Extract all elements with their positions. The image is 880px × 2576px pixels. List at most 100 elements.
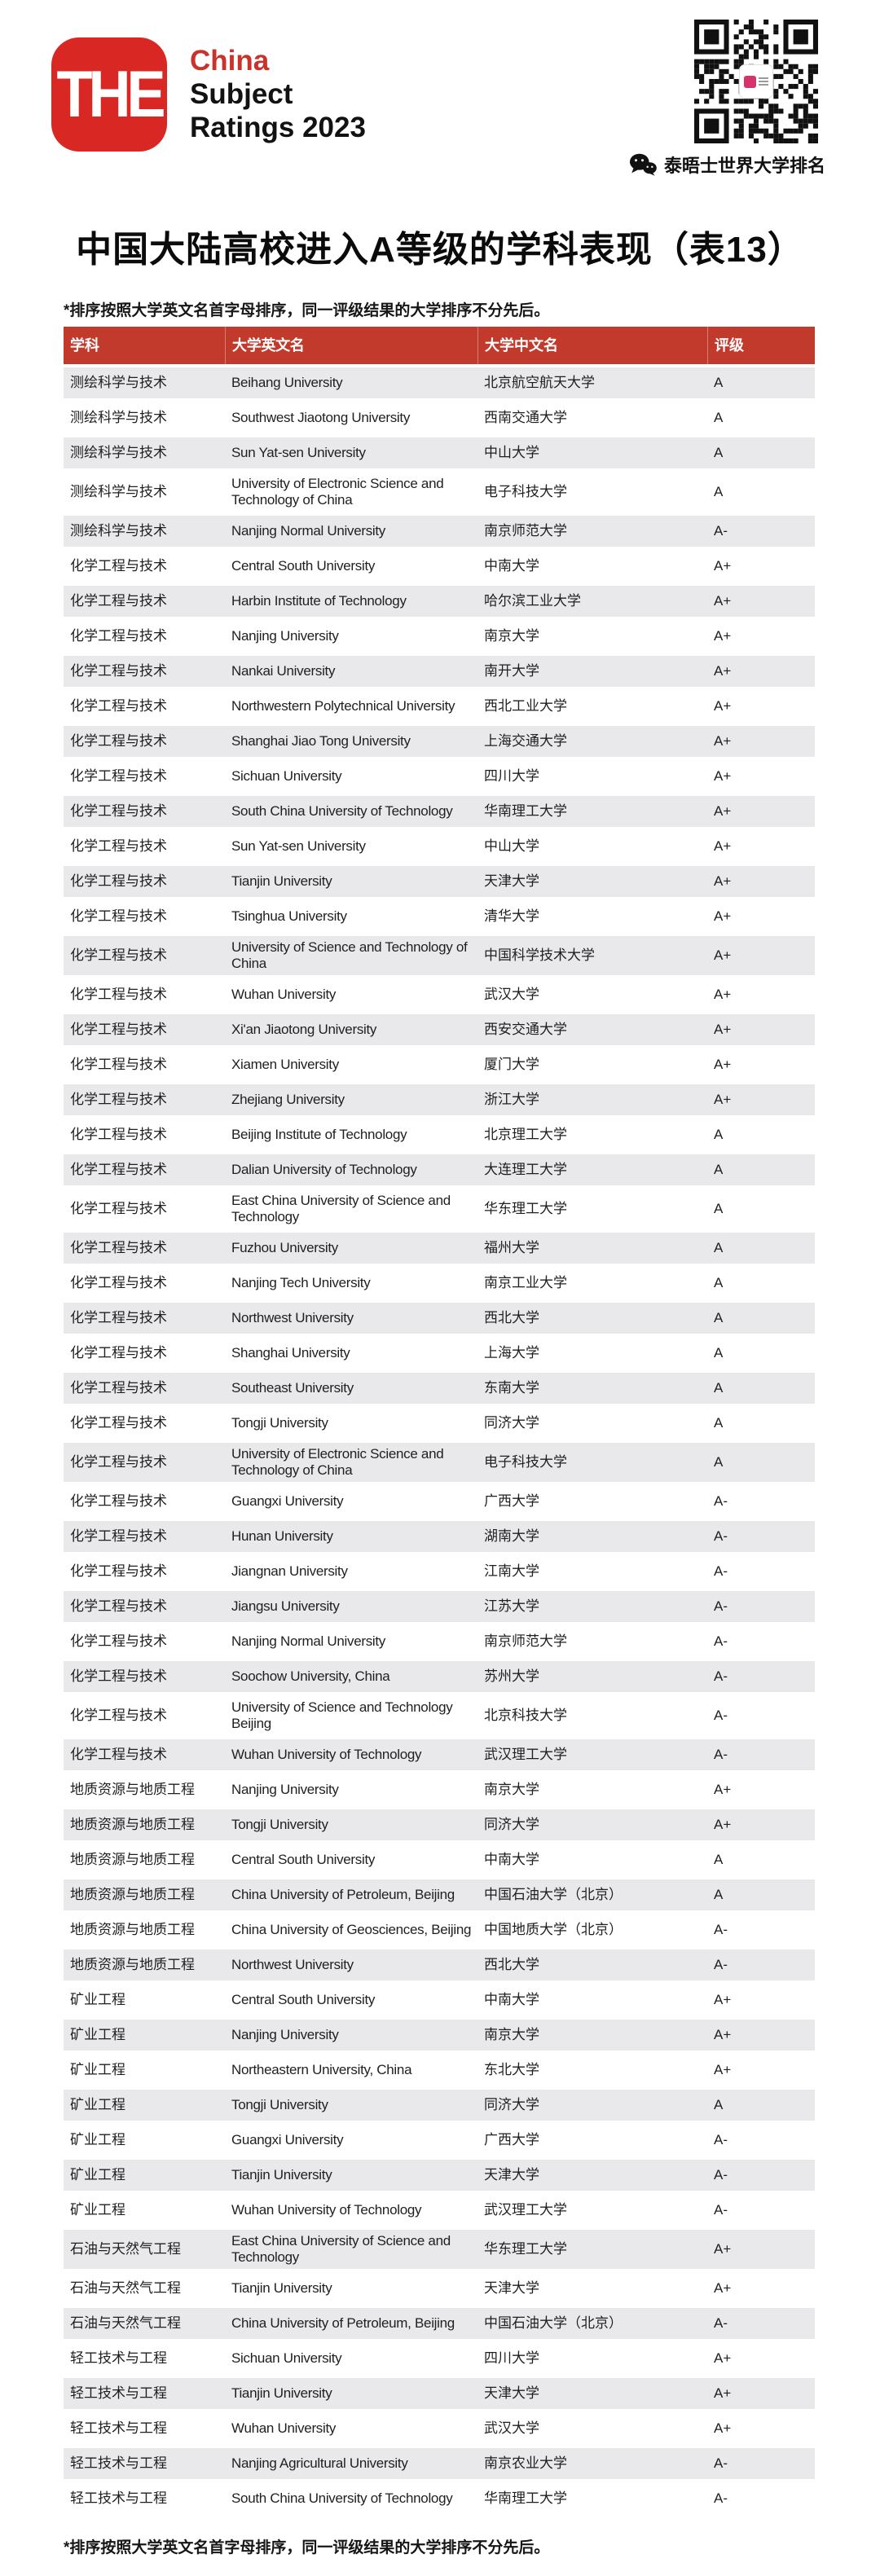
cell-rating: A+	[714, 1817, 732, 1832]
sort-note-bottom: *排序按照大学英文名首字母排序，同一评级结果的大学排序不分先后。	[64, 2539, 550, 2556]
cell-rating: A	[714, 1127, 724, 1142]
cell-subject: 化学工程与技术	[70, 947, 167, 963]
cell-university-en: Zhejiang University	[231, 1092, 345, 1107]
cell-rating: A-	[714, 1708, 728, 1723]
cell-subject: 测绘科学与技术	[70, 375, 167, 390]
table-row: 矿业工程 Central South University 中南大学 A+	[64, 1985, 815, 2016]
cell-university-zh: 南开大学	[484, 663, 539, 679]
cell-subject: 化学工程与技术	[70, 1162, 167, 1177]
cell-university-en: Wuhan University of Technology	[231, 2202, 422, 2218]
cell-university-en: Tongji University	[231, 1415, 328, 1431]
cell-rating: A+	[714, 908, 732, 924]
table-header-row: 学科 大学英文名 大学中文名 评级	[64, 327, 815, 364]
cell-rating: A+	[714, 2062, 732, 2077]
cell-subject: 矿业工程	[70, 2027, 125, 2042]
cell-subject: 化学工程与技术	[70, 873, 167, 889]
table-row: 化学工程与技术 Wuhan University 武汉大学 A+	[64, 979, 815, 1010]
cell-subject: 化学工程与技术	[70, 1310, 167, 1325]
cell-subject: 化学工程与技术	[70, 593, 167, 609]
cell-rating: A	[714, 1240, 724, 1255]
table-row: 石油与天然气工程 East China University of Scienc…	[64, 2230, 815, 2269]
cell-rating: A-	[714, 1957, 728, 1972]
cell-university-zh: 天津大学	[484, 873, 539, 889]
cell-rating: A+	[714, 2350, 732, 2366]
cell-university-en: Shanghai Jiao Tong University	[231, 733, 411, 749]
cell-university-zh: 南京大学	[484, 2027, 539, 2042]
table-row: 化学工程与技术 Northwest University 西北大学 A	[64, 1303, 815, 1334]
table-row: 地质资源与地质工程 Tongji University 同济大学 A+	[64, 1809, 815, 1840]
cell-rating: A	[714, 1887, 724, 1902]
cell-university-zh: 哈尔滨工业大学	[484, 593, 581, 609]
cell-university-en: Nanjing University	[231, 628, 339, 644]
table-row: 化学工程与技术 Jiangsu University 江苏大学 A-	[64, 1591, 815, 1622]
cell-subject: 化学工程与技术	[70, 1345, 167, 1361]
cell-university-zh: 厦门大学	[484, 1057, 539, 1072]
cell-university-en: Dalian University of Technology	[231, 1162, 417, 1177]
table-row: 轻工技术与工程 Nanjing Agricultural University …	[64, 2448, 815, 2479]
cell-university-en: Sun Yat-sen University	[231, 838, 366, 854]
cell-university-en: Nankai University	[231, 663, 336, 679]
brand-header: THE China Subject Ratings 2023	[0, 0, 880, 187]
cell-university-en: Northeastern University, China	[231, 2062, 412, 2077]
cell-university-en: Guangxi University	[231, 2132, 344, 2147]
table-row: 化学工程与技术 Tianjin University 天津大学 A+	[64, 866, 815, 897]
cell-subject: 化学工程与技术	[70, 1493, 167, 1509]
ratings-table: 学科 大学英文名 大学中文名 评级 测绘科学与技术 Beihang Univer…	[64, 327, 815, 2514]
cell-subject: 化学工程与技术	[70, 1563, 167, 1579]
cell-university-zh: 江苏大学	[484, 1598, 539, 1614]
cell-university-zh: 西南交通大学	[484, 410, 567, 425]
cell-university-en: East China University of Science and Tec…	[231, 2233, 451, 2265]
cell-university-zh: 电子科技大学	[484, 484, 567, 499]
cell-university-en: Jiangsu University	[231, 1598, 340, 1614]
cell-rating: A+	[714, 733, 732, 749]
table-row: 化学工程与技术 Soochow University, China 苏州大学 A…	[64, 1661, 815, 1692]
cell-university-zh: 大连理工大学	[484, 1162, 567, 1177]
cell-university-en: Southeast University	[231, 1380, 354, 1396]
table-row: 矿业工程 Nanjing University 南京大学 A+	[64, 2020, 815, 2051]
table-row: 化学工程与技术 Sun Yat-sen University 中山大学 A+	[64, 831, 815, 862]
cell-university-en: Central South University	[231, 558, 376, 574]
cell-university-zh: 南京师范大学	[484, 523, 567, 538]
cell-university-zh: 天津大学	[484, 2385, 539, 2401]
cell-rating: A-	[714, 1563, 728, 1579]
cell-subject: 地质资源与地质工程	[70, 1817, 195, 1832]
cell-subject: 化学工程与技术	[70, 1708, 167, 1723]
cell-university-en: Nanjing Agricultural University	[231, 2455, 408, 2471]
cell-university-zh: 上海交通大学	[484, 733, 567, 749]
cell-subject: 轻工技术与工程	[70, 2490, 167, 2506]
table-row: 化学工程与技术 Wuhan University of Technology 武…	[64, 1739, 815, 1770]
cell-university-zh: 江南大学	[484, 1563, 539, 1579]
cell-subject: 化学工程与技术	[70, 1380, 167, 1396]
cell-university-en: East China University of Science and Tec…	[231, 1193, 451, 1224]
cell-university-en: Nanjing Tech University	[231, 1275, 371, 1290]
table-row: 地质资源与地质工程 China University of Geoscience…	[64, 1914, 815, 1945]
cell-subject: 地质资源与地质工程	[70, 1782, 195, 1797]
cell-university-en: Nanjing University	[231, 1782, 339, 1797]
cell-rating: A	[714, 410, 724, 425]
cell-subject: 轻工技术与工程	[70, 2350, 167, 2366]
cell-university-zh: 华南理工大学	[484, 2490, 567, 2506]
table-row: 地质资源与地质工程 China University of Petroleum,…	[64, 1879, 815, 1910]
cell-university-en: Sichuan University	[231, 768, 342, 784]
cell-university-zh: 北京理工大学	[484, 1127, 567, 1142]
table-row: 化学工程与技术 Dalian University of Technology …	[64, 1154, 815, 1185]
cell-subject: 化学工程与技术	[70, 628, 167, 644]
cell-subject: 矿业工程	[70, 1992, 125, 2007]
cell-university-zh: 西北大学	[484, 1957, 539, 1972]
cell-subject: 轻工技术与工程	[70, 2420, 167, 2436]
qr-center-logo	[739, 64, 773, 99]
cell-university-zh: 清华大学	[484, 908, 539, 924]
table-row: 化学工程与技术 Fuzhou University 福州大学 A	[64, 1233, 815, 1264]
cell-university-zh: 武汉理工大学	[484, 2202, 567, 2218]
cell-university-en: Fuzhou University	[231, 1240, 338, 1255]
cell-rating: A	[714, 1454, 724, 1470]
cell-university-zh: 北京航空航天大学	[484, 375, 595, 390]
cell-rating: A-	[714, 1922, 728, 1937]
cell-university-en: China University of Geosciences, Beijing	[231, 1922, 472, 1937]
cell-university-en: University of Science and Technology of …	[231, 939, 468, 971]
cell-rating: A+	[714, 947, 732, 963]
cell-university-en: Jiangnan University	[231, 1563, 348, 1579]
cell-subject: 化学工程与技术	[70, 768, 167, 784]
cell-subject: 轻工技术与工程	[70, 2385, 167, 2401]
cell-subject: 化学工程与技术	[70, 1668, 167, 1684]
